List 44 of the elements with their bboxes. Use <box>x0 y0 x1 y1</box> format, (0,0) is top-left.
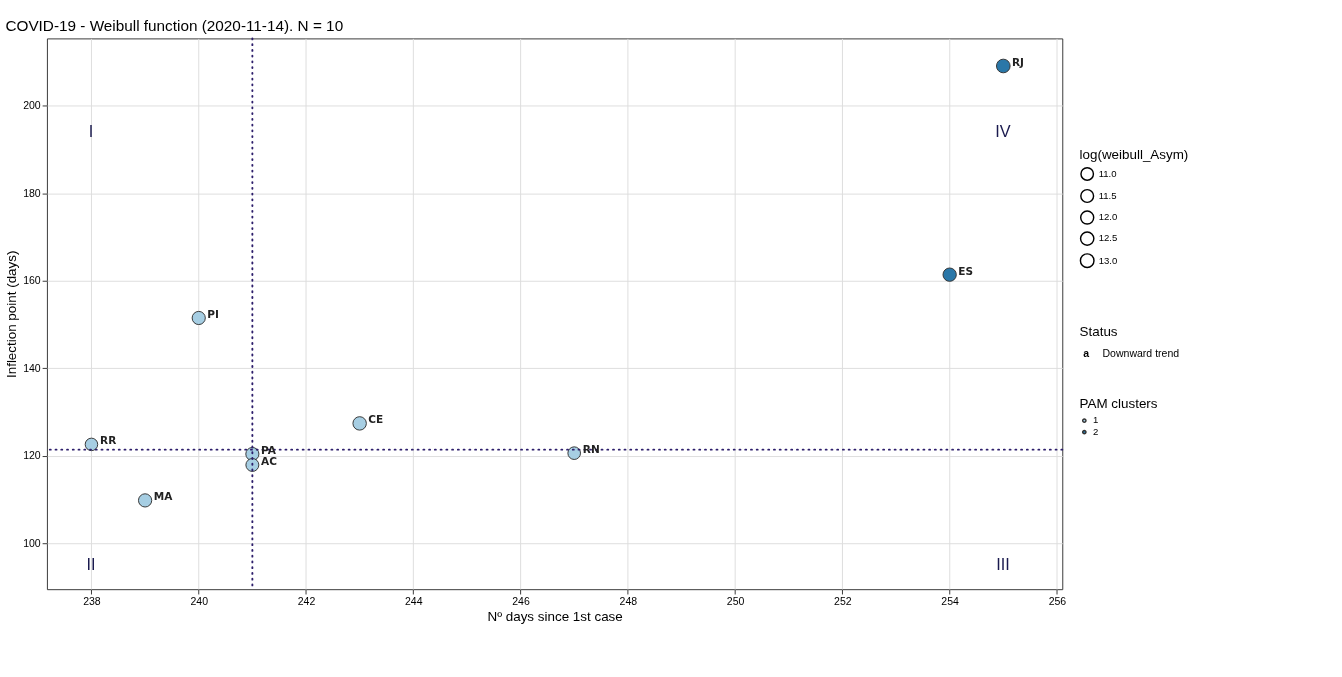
legend-label: 12.0 <box>1098 211 1118 223</box>
annotation: I <box>88 122 94 141</box>
annotation: II <box>86 555 96 574</box>
annotation: PI <box>207 307 219 320</box>
x-tick-label: 256 <box>1048 595 1067 608</box>
x-tick-label: 244 <box>404 595 423 608</box>
x-tick-label: 250 <box>726 595 745 608</box>
x-tick-label: 238 <box>83 595 101 608</box>
annotation: RR <box>100 434 117 447</box>
x-tick-label: 246 <box>512 595 530 608</box>
text: log(weibull_Asym) <box>1079 147 1189 163</box>
x-axis-title: Nº days since 1st case <box>487 609 623 625</box>
annotation: AC <box>260 454 278 467</box>
x-tick-label: 254 <box>941 595 960 608</box>
y-axis-title: Inflection point (days) <box>4 250 20 379</box>
legend-label: 12.5 <box>1098 232 1118 244</box>
legend-label: 2 <box>1092 425 1099 437</box>
x-tick-label: 240 <box>190 595 209 608</box>
y-tick-label: 180 <box>23 186 41 199</box>
annotation: PA <box>260 444 277 457</box>
x-tick-label: 242 <box>297 595 316 608</box>
text: Status <box>1079 324 1118 340</box>
y-tick-label: 100 <box>23 536 41 549</box>
y-tick-label: 140 <box>23 361 41 374</box>
x-tick-label: 248 <box>619 595 638 608</box>
legend-title: PAM clusters <box>1079 396 1158 412</box>
legend-label: 11.5 <box>1098 189 1117 201</box>
x-tick-label: 252 <box>834 595 852 608</box>
legend-label: 1 <box>1092 414 1099 426</box>
y-tick-label: 200 <box>23 99 41 112</box>
annotation: CE <box>368 413 384 426</box>
annotation: III <box>996 555 1010 574</box>
annotation: RJ <box>1011 55 1024 68</box>
text: Downward trend <box>1102 347 1180 360</box>
text: a <box>1083 347 1090 360</box>
chart-title: COVID-19 - Weibull function (2020-11-14). N = 10 <box>5 16 344 34</box>
y-tick-label: 120 <box>23 449 41 462</box>
legend-label: 13.0 <box>1098 254 1118 266</box>
annotation: MA <box>153 490 174 503</box>
y-tick-label: 160 <box>23 274 41 287</box>
legend-label: 11.0 <box>1098 167 1117 179</box>
annotation: RN <box>582 443 600 456</box>
annotation: IV <box>995 122 1011 141</box>
annotation: ES <box>958 264 974 277</box>
